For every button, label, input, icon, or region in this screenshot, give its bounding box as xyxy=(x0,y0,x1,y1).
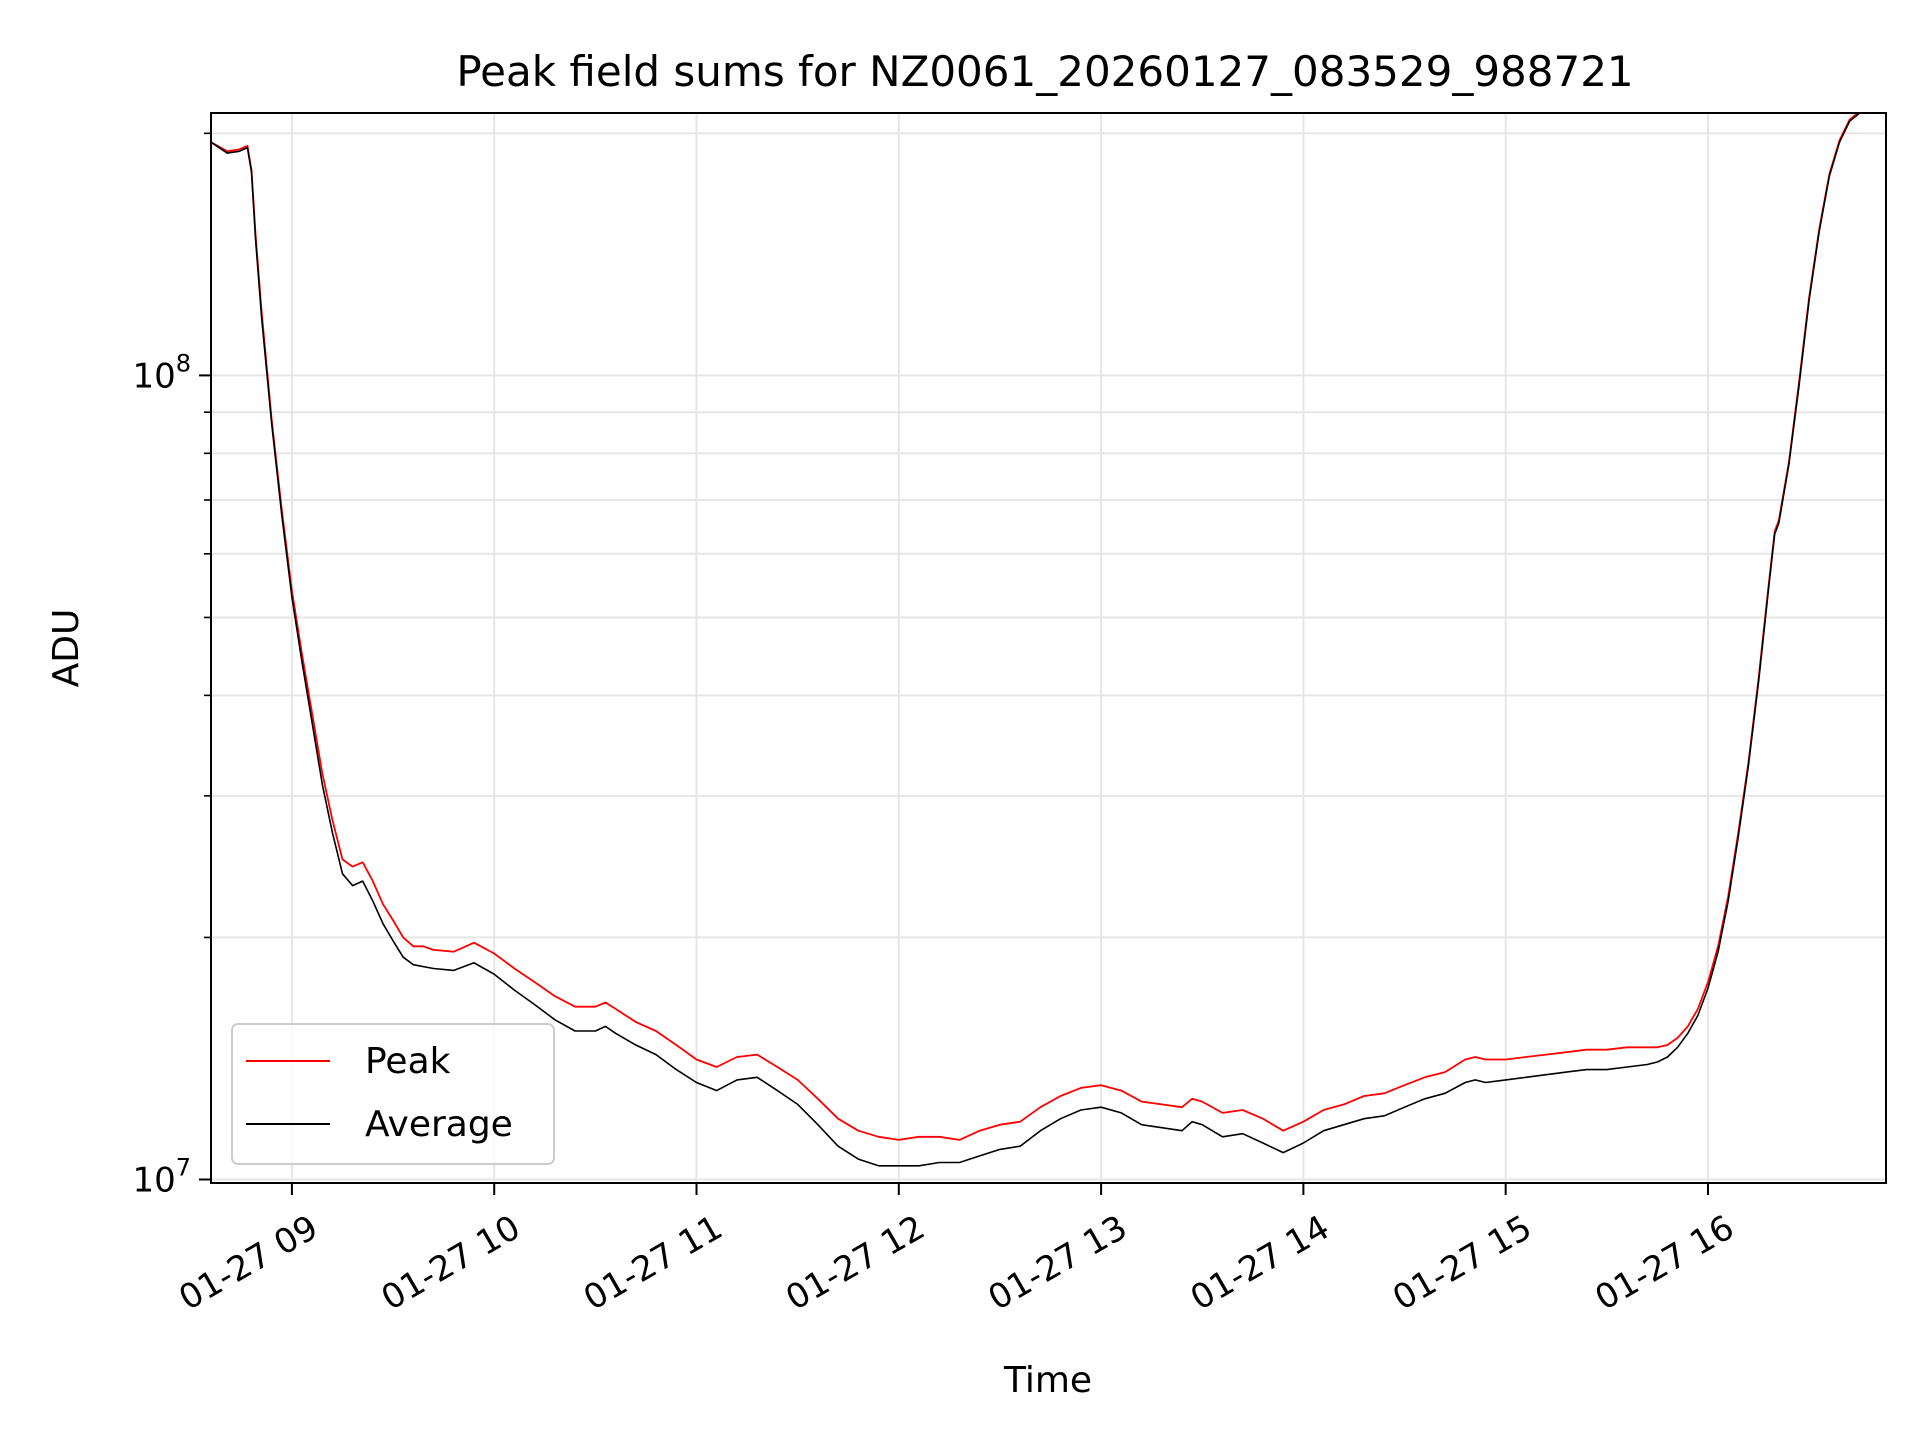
legend: Peak Average xyxy=(231,1023,555,1165)
y-tick-label: 107 xyxy=(132,1153,191,1200)
plot-area-frame xyxy=(210,112,1887,1184)
x-axis-label: Time xyxy=(1003,1360,1092,1401)
series-line-average xyxy=(211,113,1886,1167)
legend-label-peak: Peak xyxy=(365,1041,451,1082)
chart-title: Peak field sums for NZ0061_20260127_0835… xyxy=(456,47,1633,96)
y-minor-grid xyxy=(211,132,1886,939)
y-axis-ticks: 107 108 xyxy=(132,132,211,1200)
series-line-peak xyxy=(211,113,1860,1141)
x-grid xyxy=(290,113,1709,1183)
y-major-grid xyxy=(211,374,1886,1181)
legend-label-average: Average xyxy=(365,1104,513,1145)
y-tick-label: 108 xyxy=(132,349,191,396)
legend-box xyxy=(231,1023,555,1165)
y-axis-label: ADU xyxy=(46,609,87,688)
